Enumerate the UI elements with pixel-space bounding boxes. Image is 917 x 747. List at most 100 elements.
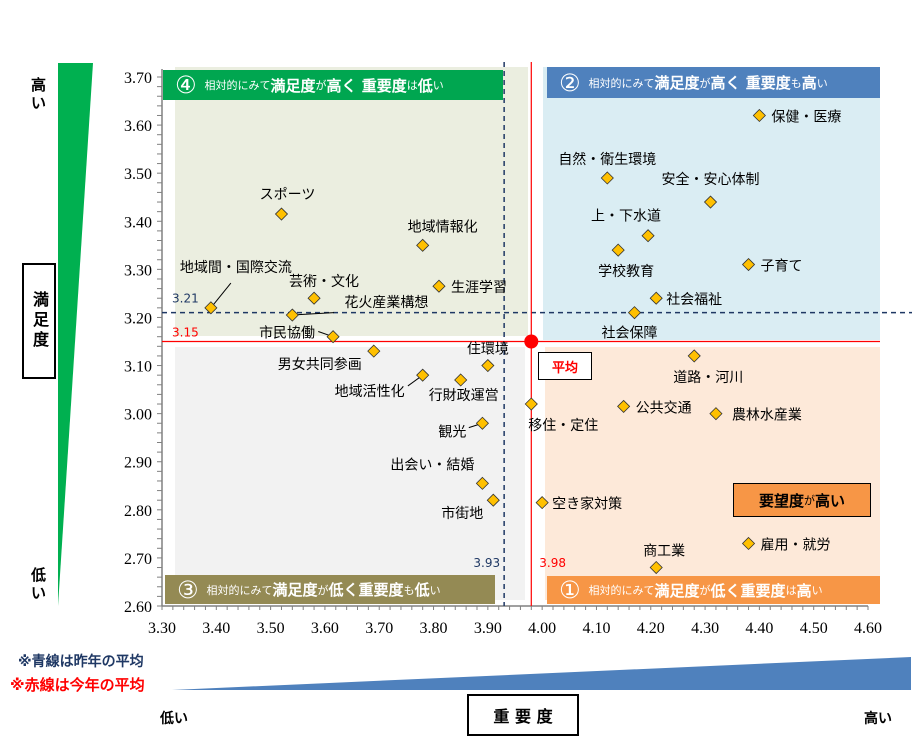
quadrant-number: ④ [175,71,197,99]
banner-text-segment: 重要度 [358,581,404,599]
y-tick-label: 3.40 [124,214,152,231]
point-label: 市民協働 [259,325,315,342]
x-tick-label: 4.00 [528,620,556,637]
point-label: 男女共同参画 [278,356,362,373]
demand-small: が [804,494,815,507]
average-marker-text: 平均 [551,360,578,376]
banner-text-segment: 低 [417,76,433,95]
point-label: スポーツ [260,187,316,203]
point-label: 道路・河川 [673,370,743,386]
data-point [367,344,381,358]
point-label: 市街地 [441,505,483,522]
x-axis-title-text: 重 要 度 [493,707,553,726]
point-label: 子育て [761,259,803,275]
banner-text-segment: い [432,79,444,92]
y-tick-label: 3.30 [124,262,152,279]
point-label: 農林水産業 [732,408,802,424]
point-label: 安全・安心体制 [662,171,760,188]
quadrant-number: ③ [177,575,199,604]
data-point [687,349,701,363]
data-point [703,195,718,209]
banner-text-segment: い [816,76,828,90]
data-point [285,308,299,322]
data-point [617,399,631,413]
note-blue-line: ※青線は昨年の平均 [18,654,144,670]
this-year-y-avg-label: 3.15 [172,326,199,340]
y-tick-label: 2.80 [124,503,152,520]
x-tick-label: 3.60 [311,620,339,637]
quadrant-bg-q4 [175,67,528,336]
banner-text-segment: 相対的にみて [204,79,271,92]
this-year-x-avg-label: 3.98 [539,556,566,570]
data-point [416,368,430,382]
demand-high-box: 要望度が高い [733,483,871,517]
y-axis-low-label: 低い [31,566,47,602]
banner-text-segment: は [785,584,797,597]
point-label: 観光 [438,423,466,440]
x-tick-label: 3.80 [420,620,448,637]
y-tick-label: 2.70 [124,551,152,568]
point-label: 保健・医療 [771,108,841,125]
last-year-y-avg-label: 3.21 [172,292,199,306]
data-point [432,279,446,293]
quadrant-bg-q1 [545,347,880,600]
satisfaction-wedge [58,63,93,606]
x-tick-label: 4.10 [582,620,610,637]
x-tick-label: 4.50 [800,620,828,637]
y-tick-label: 3.10 [124,359,152,376]
data-point [204,301,218,315]
x-tick-label: 3.70 [365,620,393,637]
data-point [611,243,625,257]
banner-text-segment: い [811,584,823,597]
y-tick-label: 3.70 [124,70,152,87]
banner-text-segment: も [790,76,802,90]
point-label: 地域情報化 [408,219,478,235]
y-tick-label: 3.00 [124,407,152,424]
data-point [600,171,614,185]
average-point [524,334,539,349]
y-axis-title-text: 満足度 [30,291,49,351]
data-point [535,496,549,510]
average-marker-label: 平均 [538,352,592,380]
banner-text-segment: 低く [710,581,741,600]
banner-text-segment: が [317,583,329,597]
y-tick-label: 3.50 [124,166,152,183]
y-axis-high-label: 高い [31,76,47,112]
quadrant-banner-q2: ② 相対的にみて 満足度が高く 重要度も高い [547,67,880,98]
point-label: 上・下水道 [591,209,661,225]
data-point [475,476,489,490]
data-point [274,207,289,221]
point-label: 社会保障 [601,326,657,342]
importance-wedge [172,657,911,690]
note-red-line: ※赤線は今年の平均 [10,676,145,694]
data-point [741,536,756,551]
banner-text-segment: 満足度 [654,581,700,600]
point-label: 自然・衛生環境 [558,151,656,168]
data-point [627,306,642,320]
point-label: 地域間・国際交流 [180,259,292,276]
data-point [524,397,538,411]
banner-text-segment: 高 [801,74,817,92]
banner-text-segment: 高く [326,76,362,95]
data-point [741,257,756,272]
point-label: 花火産業構想 [344,295,428,311]
point-label: 商工業 [643,544,685,560]
data-point [481,358,495,373]
x-axis-low-label: 低い [160,711,188,727]
point-label: 移住・定住 [528,418,598,434]
y-tick-label: 3.60 [124,118,152,135]
point-label: 雇用・就労 [761,536,831,553]
banner-text-segment: 重要度 [361,76,407,95]
point-label: 公共交通 [636,399,692,416]
y-tick-label: 2.60 [124,599,152,616]
y-tick-label: 3.20 [124,310,152,327]
banner-text-segment: 満足度 [654,74,700,92]
banner-text-segment: が [699,76,711,90]
banner-text-segment: も [403,583,415,597]
data-point [752,108,766,123]
point-label: 地域活性化 [335,384,405,400]
banner-text-segment: 重要度 [745,74,791,92]
banner-text-segment: 相対的にみて [206,583,273,597]
